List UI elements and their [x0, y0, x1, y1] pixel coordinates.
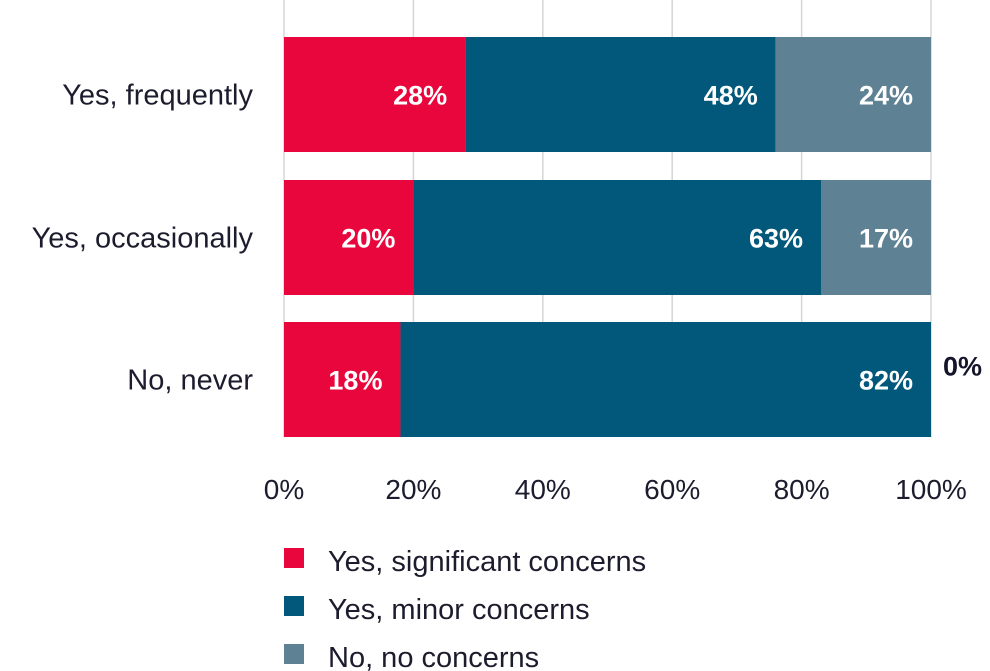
- bar-labels: 28% 48% 24% 20% 63% 17% 18% 82% 0%: [328, 81, 982, 396]
- x-tick-label-80: 80%: [774, 474, 830, 505]
- bar-segment: [284, 322, 401, 437]
- x-tick-label-100: 100%: [895, 474, 967, 505]
- category-label: No, never: [127, 365, 253, 397]
- bars: [284, 37, 932, 437]
- data-label: 20%: [341, 224, 395, 254]
- x-tick-label-60: 60%: [644, 474, 700, 505]
- x-tick-label-40: 40%: [515, 474, 571, 505]
- legend-swatch: [284, 596, 304, 616]
- bar-segment: [413, 180, 822, 295]
- bar-segment: [284, 180, 414, 295]
- legend-label: No, no concerns: [328, 642, 539, 671]
- legend-label: Yes, significant concerns: [328, 546, 646, 578]
- data-label: 24%: [859, 81, 913, 111]
- category-labels: Yes, frequently Yes, occasionally No, neve…: [32, 80, 254, 397]
- x-axis-ticks: 0% 20% 40% 60% 80% 100%: [264, 474, 967, 505]
- bar-segment: [775, 37, 931, 152]
- x-tick-label-0: 0%: [264, 474, 304, 505]
- data-label: 28%: [393, 81, 447, 111]
- legend-swatch: [284, 644, 304, 664]
- data-label: 0%: [943, 352, 982, 382]
- data-label: 82%: [859, 366, 913, 396]
- legend-swatch: [284, 548, 304, 568]
- category-label: Yes, occasionally: [32, 223, 254, 255]
- bar-segment: [821, 180, 931, 295]
- x-tick-label-20: 20%: [385, 474, 441, 505]
- legend: Yes, significant concerns Yes, minor conc…: [284, 546, 646, 671]
- bar-segment: [465, 37, 776, 152]
- data-label: 17%: [859, 224, 913, 254]
- category-label: Yes, frequently: [62, 80, 253, 112]
- data-label: 63%: [749, 224, 803, 254]
- legend-label: Yes, minor concerns: [328, 594, 590, 626]
- data-label: 18%: [328, 366, 382, 396]
- bar-segment: [400, 322, 932, 437]
- data-label: 48%: [704, 81, 758, 111]
- bar-segment: [284, 37, 466, 152]
